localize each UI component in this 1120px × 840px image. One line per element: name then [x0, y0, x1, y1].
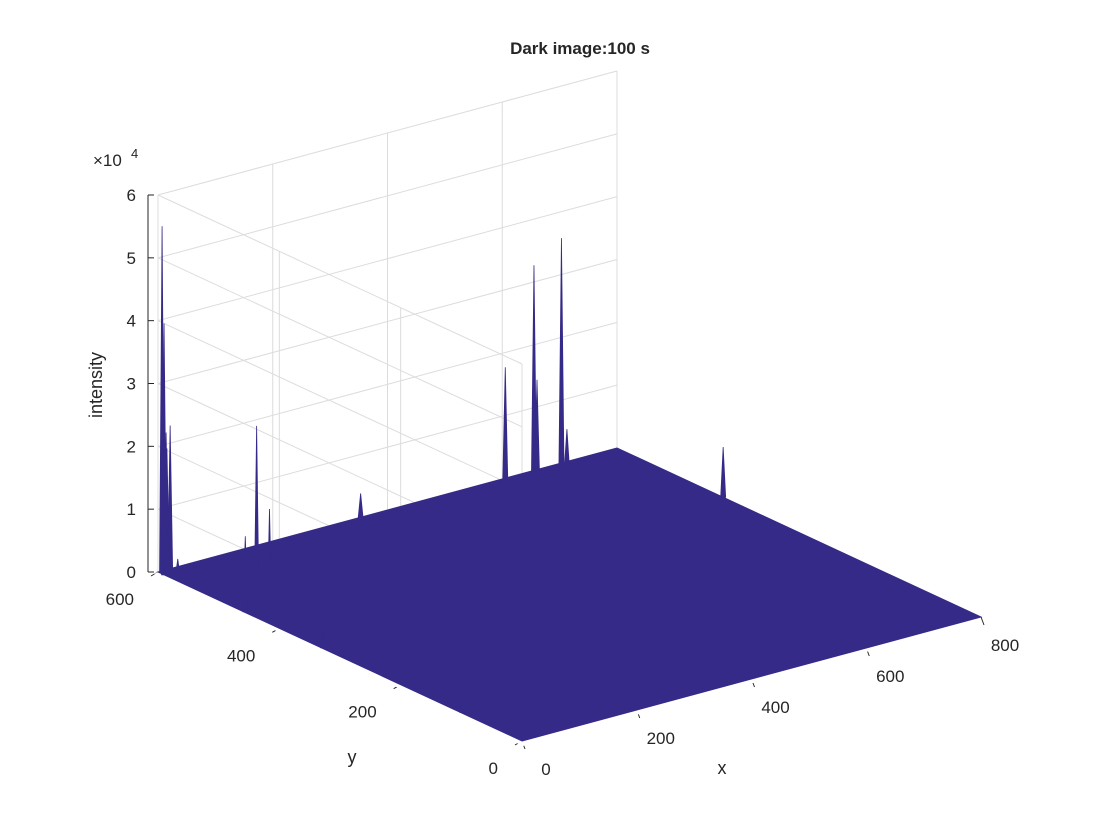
x-axis-label: x [718, 758, 727, 778]
intensity-spike [531, 265, 537, 474]
intensity-spike [720, 447, 727, 498]
intensity-spike [167, 425, 174, 571]
intensity-spike [253, 425, 260, 615]
surface-layer [154, 447, 983, 746]
x-tick-label: 0 [541, 760, 550, 779]
z-axis-label: intensity [86, 352, 106, 418]
grid-line-z-right [157, 70, 618, 196]
x-tick-label: 400 [761, 698, 789, 717]
z-tick-label: 5 [127, 249, 136, 268]
z-tick-label: 1 [127, 500, 136, 519]
grid-line-z-left [157, 257, 523, 428]
grid-line-z-right [157, 259, 618, 384]
y-axis-label: y [348, 747, 357, 767]
intensity-spike [338, 624, 345, 657]
chart-title: Dark image:100 s [510, 39, 650, 58]
grid-line-z-right [157, 321, 618, 447]
intensity-spike [502, 367, 509, 481]
intensity-spike [558, 238, 565, 465]
grid-line-z-right [157, 196, 618, 322]
z-exponent-power: 4 [131, 146, 138, 161]
z-tick-label: 2 [127, 437, 136, 456]
z-tick-label: 3 [127, 375, 136, 394]
spike-layer [159, 226, 727, 713]
grid-line-z-right [157, 384, 618, 510]
grid-line-z-left [157, 194, 523, 365]
x-tick-mark [980, 616, 985, 626]
y-tick-label: 200 [348, 703, 376, 722]
y-tick-label: 400 [227, 646, 255, 665]
x-tick-label: 200 [647, 729, 675, 748]
grid-line-z-right [157, 133, 618, 259]
grid-line-z-left [157, 320, 523, 491]
intensity-spike [242, 536, 249, 613]
intensity-spike [534, 379, 540, 475]
x-tick-label: 600 [876, 667, 904, 686]
intensity-spike [163, 432, 170, 572]
intensity-spike [174, 558, 181, 579]
intensity-spike [357, 493, 364, 519]
z-exponent-label: ×10 [93, 151, 122, 170]
intensity-spike [266, 508, 273, 623]
surface-plane [156, 447, 983, 742]
intensity-spike [319, 628, 326, 649]
z-tick-label: 0 [127, 563, 136, 582]
intensity-spike [563, 429, 570, 468]
x-tick-label: 800 [991, 636, 1019, 655]
y-tick-label: 0 [489, 759, 498, 778]
label-layer: Dark image:100 s x y intensity ×10 4 020… [86, 39, 1019, 779]
z-tick-label: 4 [127, 312, 136, 331]
intensity-spike [459, 687, 466, 713]
z-tick-label: 6 [127, 186, 136, 205]
y-tick-label: 600 [106, 590, 134, 609]
